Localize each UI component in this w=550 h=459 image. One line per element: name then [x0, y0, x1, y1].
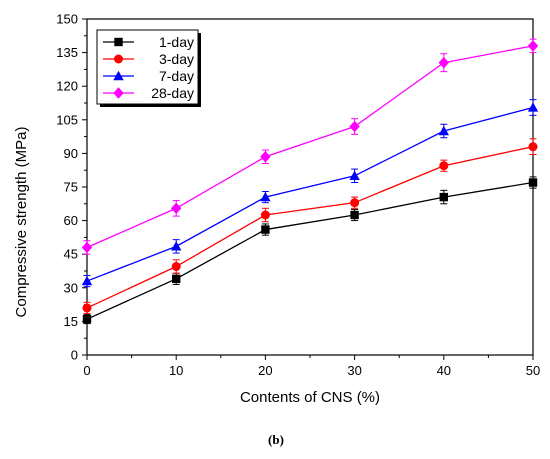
data-point — [172, 274, 181, 284]
data-point — [528, 178, 538, 187]
series-1-day — [82, 176, 538, 325]
data-point — [527, 40, 539, 52]
series-28-day — [81, 38, 539, 255]
data-point — [350, 198, 360, 208]
y-tick-label: 120 — [56, 79, 78, 94]
legend-marker — [113, 87, 124, 99]
legend-marker — [113, 70, 124, 81]
data-point — [171, 241, 182, 251]
data-point — [81, 241, 93, 254]
legend-item-28-day: 28-day — [103, 85, 194, 101]
legend-item-3-day: 3-day — [103, 51, 194, 67]
x-ticks: 0 10 20 30 40 50 — [83, 355, 540, 378]
series-line — [86, 146, 534, 309]
y-tick-label: 150 — [56, 12, 78, 27]
series-line — [86, 106, 534, 282]
data-point — [82, 314, 92, 324]
legend-marker — [114, 54, 123, 64]
y-tick-label: 75 — [64, 180, 78, 195]
y-tick-label: 30 — [64, 280, 78, 295]
data-point — [350, 210, 359, 220]
legend-item-1-day: 1-day — [103, 34, 194, 50]
legend-label: 28-day — [151, 85, 194, 101]
y-tick-label: 15 — [64, 314, 78, 329]
x-tick-label: 20 — [258, 363, 272, 378]
y-tick-label: 60 — [64, 213, 78, 228]
x-tick-label: 30 — [347, 363, 361, 378]
y-axis-title: Compressive strength (MPa) — [13, 127, 30, 318]
data-point — [81, 275, 93, 286]
legend-label: 7-day — [159, 68, 194, 84]
y-ticks: 0 15 30 45 60 75 90 105 120 135 150 — [56, 12, 87, 363]
data-point — [260, 191, 271, 202]
legend-item-7-day: 7-day — [103, 68, 194, 84]
data-point — [260, 151, 271, 163]
legend-marker — [114, 37, 123, 47]
y-tick-label: 135 — [56, 45, 78, 60]
y-tick-label: 45 — [64, 247, 78, 262]
data-point — [171, 262, 181, 272]
legend-label: 3-day — [159, 51, 194, 67]
series-line — [86, 45, 534, 249]
series-3-day — [82, 138, 538, 315]
data-point — [349, 170, 360, 180]
series-layer — [81, 38, 539, 325]
y-tick-label: 90 — [64, 146, 78, 161]
data-point — [438, 56, 449, 69]
data-point — [82, 303, 92, 313]
data-point — [527, 102, 539, 112]
x-axis-title: Contents of CNS (%) — [240, 389, 380, 406]
y-tick-label: 105 — [56, 112, 78, 127]
x-tick-label: 10 — [169, 363, 183, 378]
data-point — [171, 202, 182, 214]
x-tick-label: 50 — [526, 363, 540, 378]
legend-label: 1-day — [159, 34, 194, 50]
data-point — [261, 225, 270, 234]
data-point — [438, 125, 449, 136]
data-point — [260, 210, 270, 220]
data-point — [349, 120, 360, 133]
x-tick-label: 0 — [83, 363, 90, 378]
series-7-day — [81, 99, 539, 288]
data-point — [439, 192, 448, 202]
data-point — [528, 142, 538, 152]
y-tick-label: 0 — [71, 348, 78, 363]
series-line — [86, 181, 534, 320]
x-tick-label: 40 — [437, 363, 451, 378]
data-point — [439, 161, 449, 171]
figure-caption: (b) — [268, 432, 284, 447]
